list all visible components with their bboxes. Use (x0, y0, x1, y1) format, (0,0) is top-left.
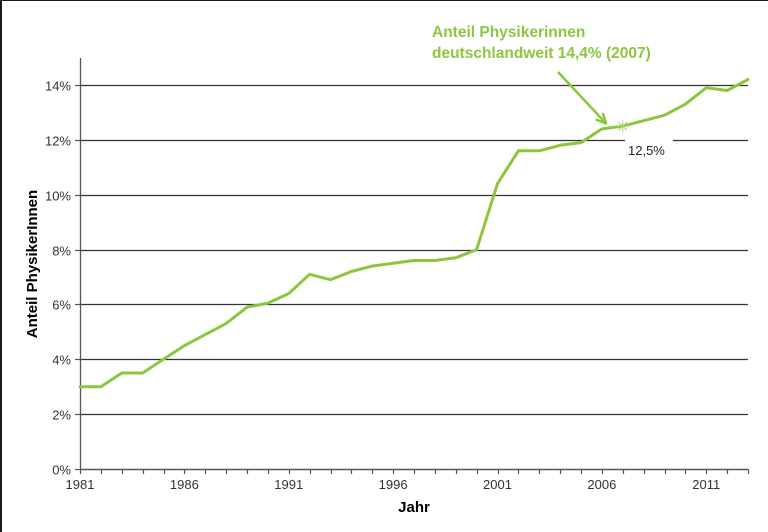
data-series (78, 78, 750, 389)
y-tick-label: 10% (45, 189, 71, 204)
x-tick-label: 1991 (274, 477, 303, 492)
annotation-title-line2: deutschlandweit 14,4% (2007) (432, 45, 651, 62)
series-line (78, 78, 750, 389)
data-label-2007: 12,5% (628, 143, 665, 158)
x-tick-label: 2001 (483, 477, 512, 492)
asterisk-marker-icon (616, 120, 629, 133)
y-axis: 0% 2% 4% 6% 8% 10% 12% 14% (45, 58, 82, 478)
y-tick-label: 6% (52, 298, 71, 313)
x-tick-label: 2011 (692, 477, 720, 492)
y-tick-label: 8% (52, 244, 71, 259)
x-tick-label: 1986 (170, 477, 199, 492)
annotation-title-line1: Anteil Physikerinnen (432, 24, 585, 41)
x-tick-label: 2006 (587, 477, 616, 492)
annotation-arrow-icon (557, 71, 608, 125)
y-axis-title: Anteil PhysikerInnen (24, 190, 41, 338)
annotations: Anteil Physikerinnen deutschlandweit 14,… (432, 24, 673, 159)
y-tick-label: 0% (52, 463, 71, 478)
x-tick-label: 1996 (379, 477, 408, 492)
y-tick-label: 2% (52, 408, 71, 423)
data-label-background (625, 137, 673, 159)
y-tick-label: 4% (52, 353, 71, 368)
y-tick-label: 14% (45, 79, 71, 94)
x-tick-label: 1981 (66, 477, 95, 492)
x-axis: 1981 1986 1991 1996 2001 2006 2011 (66, 468, 750, 492)
y-tick-label: 12% (45, 134, 71, 149)
x-axis-title: Jahr (398, 499, 430, 516)
gridlines (80, 84, 748, 416)
